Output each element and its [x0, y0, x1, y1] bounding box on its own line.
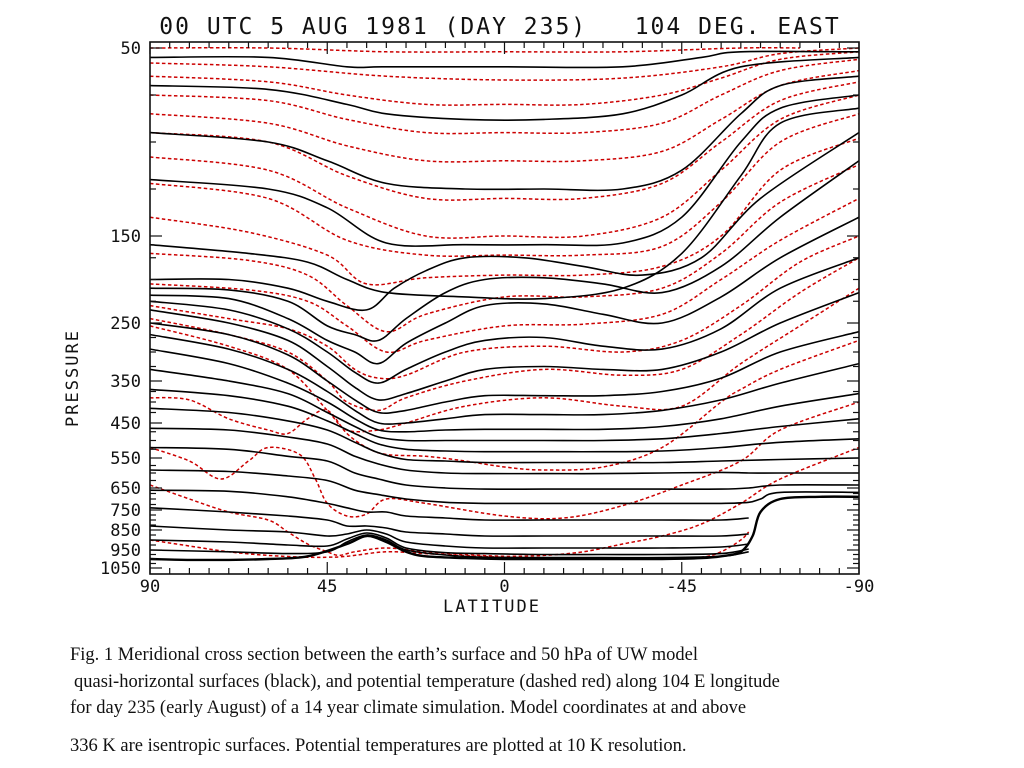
red-isotherm-line — [150, 137, 859, 286]
cross-section-chart: 00 UTC 5 AUG 1981 (DAY 235) 104 DEG. EAS… — [63, 14, 874, 617]
black-surface-line — [150, 160, 859, 342]
black-surface-line — [150, 257, 859, 384]
caption-line-3: for day 235 (early August) of a 14 year … — [70, 698, 747, 718]
black-surface-line — [150, 50, 859, 69]
chart-title: 00 UTC 5 AUG 1981 (DAY 235) 104 DEG. EAS… — [159, 14, 840, 40]
y-tick-label: 850 — [110, 521, 141, 541]
black-surface-line — [150, 469, 859, 505]
black-surface-line — [150, 525, 749, 549]
red-isotherm-line — [150, 51, 859, 106]
red-isotherm-line — [150, 163, 859, 333]
black-surface-line — [150, 216, 859, 365]
black-surface-line — [150, 446, 859, 490]
black-surface-line — [150, 131, 859, 312]
black-surface-line — [150, 322, 859, 414]
black-surface-line — [150, 348, 859, 433]
red-isotherm-line — [150, 287, 859, 433]
black-surface-line — [150, 75, 859, 192]
terrain-layer — [149, 495, 860, 562]
y-tick-label: 350 — [110, 372, 141, 392]
black-surface-line — [150, 507, 749, 537]
labels-layer: 90 45 0 -45 -9050150250350450550650750850950… — [100, 39, 874, 597]
y-tick-label: 450 — [110, 414, 141, 434]
y-tick-label: 1050 — [100, 559, 141, 579]
y-tick-label: 550 — [110, 449, 141, 469]
black-surface-line — [150, 388, 859, 453]
caption-line-2: quasi-horizontal surfaces (black), and p… — [74, 672, 780, 692]
black-surface-line — [150, 368, 859, 442]
terrain-outline — [149, 495, 860, 562]
caption-line-4: 336 K are isentropic surfaces. Potential… — [70, 736, 687, 756]
red-isotherm-line — [150, 58, 859, 135]
black-surface-line — [150, 534, 749, 559]
black-surface-line — [150, 407, 859, 464]
x-tick-label: 0 — [499, 577, 509, 597]
black-surface-line — [150, 291, 859, 401]
caption-line-1: Fig. 1 Meridional cross section between … — [70, 645, 698, 665]
x-tick-label: -90 — [844, 577, 875, 597]
black-surface-line — [150, 107, 859, 300]
y-tick-label: 250 — [110, 314, 141, 334]
red-isotherm-line — [150, 401, 859, 520]
y-tick-label: 650 — [110, 479, 141, 499]
y-tick-label: 150 — [110, 227, 141, 247]
series-layer — [150, 46, 859, 559]
y-tick-label: 950 — [110, 541, 141, 561]
red-isotherm-line — [150, 197, 859, 354]
x-tick-label: 90 — [140, 577, 160, 597]
red-isotherm-line — [150, 47, 859, 81]
y-tick-label: 50 — [121, 39, 141, 59]
ticks-layer — [149, 42, 860, 574]
black-surface-line — [150, 94, 859, 247]
red-isotherm-line — [150, 339, 859, 471]
red-isotherm-line — [150, 46, 800, 53]
x-tick-label: -45 — [666, 577, 697, 597]
red-isotherm-line — [150, 81, 859, 201]
plot-frame — [149, 41, 860, 575]
y-tick-label: 750 — [110, 501, 141, 521]
x-axis-label: LATITUDE — [443, 597, 541, 617]
y-axis-label: PRESSURE — [63, 329, 83, 427]
x-tick-label: 45 — [317, 577, 337, 597]
black-surface-line — [150, 532, 749, 556]
black-surface-line — [150, 427, 859, 475]
black-surface-line — [150, 333, 859, 425]
black-surface-line — [150, 489, 749, 521]
red-isotherm-line — [150, 69, 859, 163]
red-isotherm-line — [150, 113, 859, 257]
black-surface-line — [150, 56, 859, 121]
red-isotherm-line — [150, 257, 859, 412]
red-isotherm-line — [150, 94, 859, 239]
